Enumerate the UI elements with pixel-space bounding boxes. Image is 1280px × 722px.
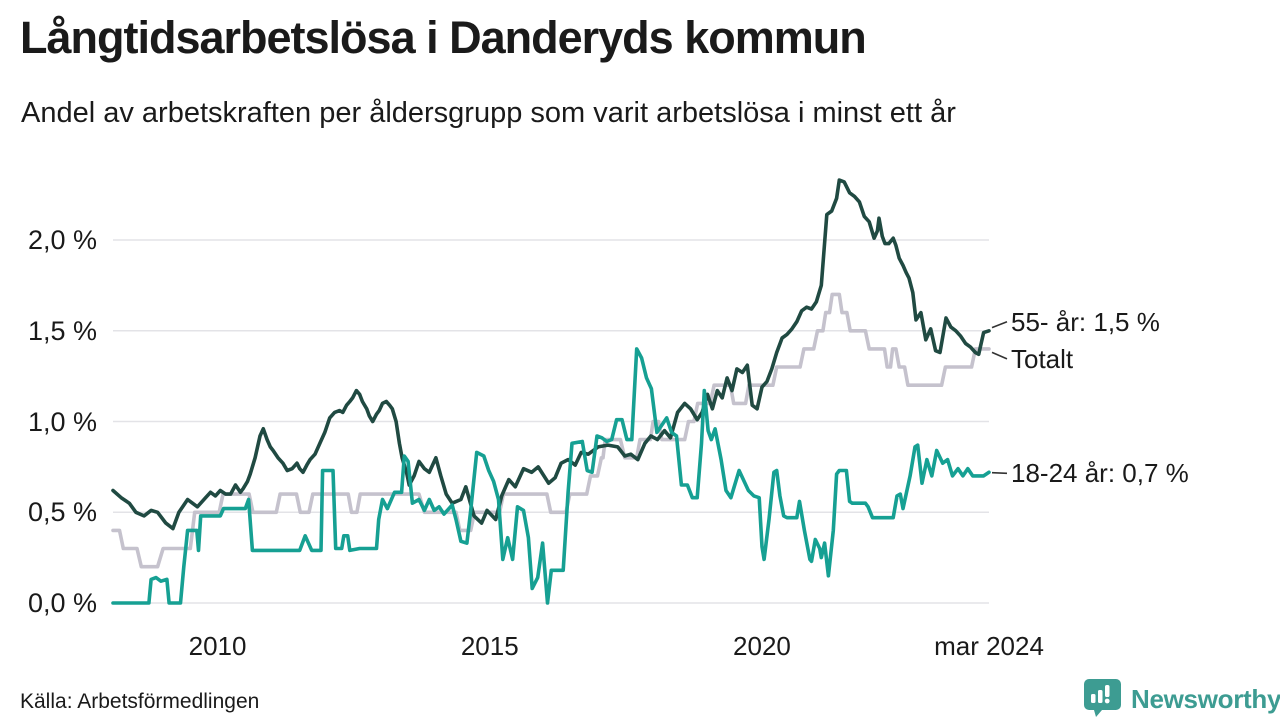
speech-bubble-bar-chart-icon: [1082, 677, 1123, 722]
label-connector: [991, 321, 1008, 329]
y-axis-tick-label: 0,0 %: [27, 588, 97, 618]
series-end-label-18-24-r: 18-24 år: 0,7 %: [1011, 458, 1189, 489]
x-axis-tick-label: 2015: [460, 631, 519, 661]
label-connector: [991, 351, 1008, 360]
source-note: Källa: Arbetsförmedlingen: [20, 690, 260, 713]
brand-wordmark: Newsworthy: [1131, 684, 1280, 714]
x-axis-tick-label: 2010: [188, 631, 247, 661]
line-series-55-r: [111, 178, 991, 531]
series-end-label-totalt: Totalt: [1011, 343, 1074, 374]
label-connector: [991, 471, 1008, 475]
y-axis-tick-label: 1,5 %: [27, 315, 97, 346]
line-series-totalt: [111, 292, 991, 569]
y-axis-tick-label: 0,5 %: [27, 497, 97, 528]
x-axis-tick-label: 2020: [733, 631, 791, 661]
page-title: Långtidsarbetslösa i Danderyds kommun: [20, 12, 867, 63]
series-end-label-55-r: 55- år: 1,5 %: [1011, 306, 1160, 337]
y-axis-tick-label: 2,0 %: [27, 225, 97, 255]
y-axis-tick-label: 1,0 %: [27, 406, 97, 437]
x-axis-tick-label: mar 2024: [934, 631, 1044, 661]
line-series-18-24-r: [111, 347, 991, 605]
brand-logo: Newsworthy: [1082, 677, 1280, 722]
page-subtitle: Andel av arbetskraften per åldersgrupp s…: [21, 97, 956, 129]
